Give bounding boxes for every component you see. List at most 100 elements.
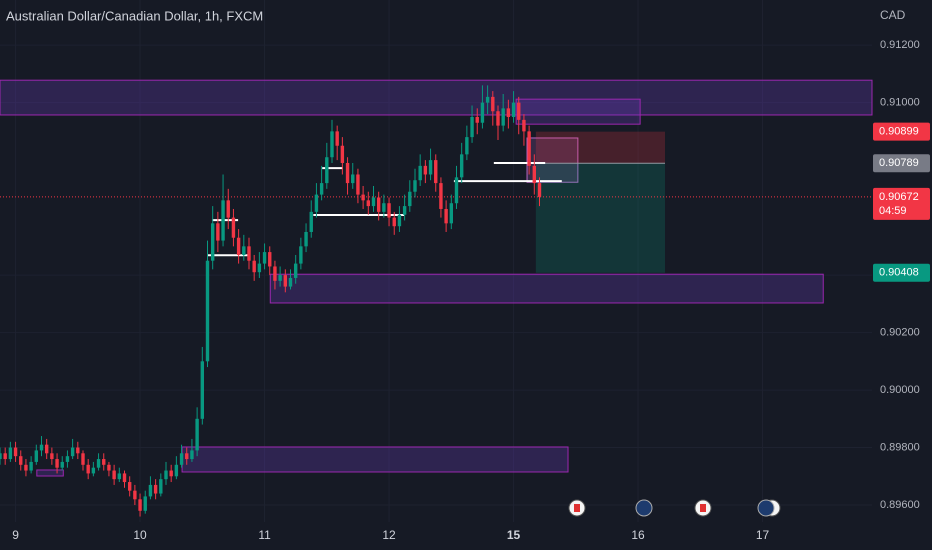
- candle-body: [330, 131, 334, 158]
- candle-body: [485, 96, 490, 103]
- candle-body: [491, 96, 495, 112]
- candle-body: [179, 453, 184, 465]
- stop-price-label: 0.90899: [879, 126, 919, 138]
- zone: [515, 98, 641, 125]
- zone: [181, 446, 569, 473]
- candle-body: [268, 252, 272, 267]
- candle-body: [423, 165, 428, 175]
- candle-body: [70, 447, 75, 457]
- candle-body: [216, 223, 220, 241]
- candle-body: [76, 447, 80, 454]
- candle-body: [465, 137, 469, 155]
- candle-body: [371, 197, 376, 207]
- candle-body: [449, 203, 454, 224]
- event-icon[interactable]: [757, 499, 775, 517]
- candle-body: [91, 467, 96, 474]
- candle-body: [376, 197, 381, 212]
- candle-body: [288, 277, 293, 287]
- candle-body: [517, 102, 521, 120]
- y-tick-label: 0.89600: [880, 499, 920, 511]
- candle-body: [293, 263, 298, 278]
- candle-body: [309, 211, 313, 232]
- candle-body: [117, 473, 122, 480]
- candle-body: [506, 108, 511, 117]
- candle-body: [122, 473, 127, 483]
- candle-body: [205, 260, 210, 362]
- candle-body: [19, 456, 23, 465]
- candle-body: [39, 444, 44, 451]
- candle-body: [24, 464, 28, 471]
- candle-body: [459, 154, 464, 178]
- candle-body: [314, 194, 319, 212]
- candle-body: [107, 464, 111, 471]
- candle-body: [532, 165, 537, 184]
- candle-body: [44, 444, 49, 454]
- candle-body: [3, 453, 7, 460]
- candle-body: [402, 206, 407, 215]
- candle-body: [81, 453, 85, 465]
- candle-body: [60, 461, 64, 468]
- candle-body: [387, 203, 391, 218]
- entry-price-box: [873, 154, 930, 173]
- candle-body: [231, 217, 236, 238]
- x-tick-label: 17: [756, 528, 770, 542]
- zone: [36, 469, 64, 477]
- axes: 0.912000.910000.904000.902000.900000.898…: [12, 39, 930, 542]
- drawings: [0, 79, 873, 477]
- candle-body: [247, 246, 251, 261]
- candle-body: [397, 214, 402, 227]
- candle-body: [86, 464, 90, 474]
- zone: [0, 79, 873, 116]
- candle-body: [408, 191, 412, 207]
- candle-body: [470, 116, 474, 138]
- x-tick-label: 11: [258, 528, 271, 542]
- current-price-label: 0.90672: [879, 191, 919, 203]
- candle-body: [174, 464, 179, 477]
- candle-body: [340, 145, 345, 163]
- flag: [574, 504, 580, 512]
- stop-area: [535, 131, 666, 164]
- candle-body: [475, 116, 479, 123]
- candle-body: [148, 484, 153, 497]
- candle-body: [444, 208, 448, 224]
- candle-body: [252, 260, 256, 273]
- candle-body: [195, 418, 199, 451]
- candle-body: [511, 102, 516, 117]
- candle-body: [304, 231, 308, 247]
- y-tick-label: 0.91000: [880, 97, 920, 109]
- x-tick-label: 16: [631, 528, 645, 542]
- candle-body: [351, 174, 355, 184]
- current-price-box: [873, 187, 930, 220]
- candle-body: [537, 183, 542, 197]
- candle-body: [242, 246, 246, 255]
- candle-body: [527, 131, 531, 166]
- candle-body: [325, 157, 329, 184]
- event-icon[interactable]: [635, 499, 653, 517]
- x-tick-label: 12: [382, 528, 396, 542]
- candle-body: [262, 252, 267, 264]
- candle-body: [8, 447, 13, 460]
- candle-body: [0, 453, 2, 460]
- candle-body: [335, 131, 339, 146]
- candle-body: [200, 361, 205, 419]
- candle-body: [299, 246, 303, 264]
- candle-body: [65, 456, 70, 462]
- candle-body: [185, 453, 189, 460]
- candle-body: [345, 162, 350, 184]
- y-tick-label: 0.90200: [880, 326, 920, 338]
- y-tick-label: 0.91200: [880, 39, 920, 51]
- event-icons: [568, 499, 781, 517]
- candle-body: [439, 183, 443, 209]
- candle-body: [392, 217, 396, 227]
- x-tick-label: 10: [133, 528, 147, 542]
- candle-body: [127, 482, 132, 491]
- candle-body: [428, 160, 433, 175]
- target-area: [535, 163, 666, 273]
- candle-body: [454, 177, 459, 204]
- chart-title: Australian Dollar/Canadian Dollar, 1h, F…: [6, 8, 263, 23]
- x-tick-label: 15: [507, 528, 521, 542]
- candle-body: [356, 174, 360, 195]
- candle-body: [366, 200, 371, 207]
